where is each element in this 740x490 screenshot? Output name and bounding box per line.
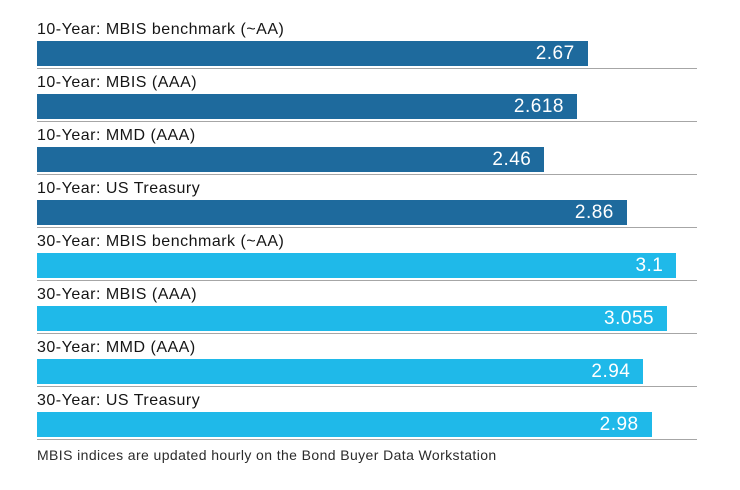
category-label: 30-Year: US Treasury (37, 392, 201, 409)
bar-value-label: 2.86 (574, 201, 614, 223)
category-label: 10-Year: MBIS (AAA) (37, 74, 198, 91)
chart-footnote: MBIS indices are updated hourly on the B… (37, 447, 497, 463)
row-separator (37, 68, 697, 69)
bar-track: 2.94 (37, 359, 697, 384)
category-label: 10-Year: US Treasury (37, 180, 201, 197)
bar-row: 10-Year: US Treasury 2.86 (37, 180, 697, 228)
bar-value-label: 2.98 (599, 413, 639, 435)
bar-value-label: 2.46 (492, 148, 532, 170)
row-separator (37, 386, 697, 387)
row-separator (37, 439, 697, 440)
bar: 3.055 (37, 306, 668, 331)
bar-track: 2.86 (37, 200, 697, 225)
bar-row: 30-Year: MMD (AAA) 2.94 (37, 339, 697, 387)
category-label: 30-Year: MBIS (AAA) (37, 286, 198, 303)
category-label: 30-Year: MMD (AAA) (37, 339, 196, 356)
bar-value-label: 2.618 (513, 95, 564, 117)
bar-track: 2.67 (37, 41, 697, 66)
bar-row: 10-Year: MMD (AAA) 2.46 (37, 127, 697, 175)
bar: 2.46 (37, 147, 545, 172)
row-separator (37, 333, 697, 334)
bar-track: 2.98 (37, 412, 697, 437)
category-label: 10-Year: MMD (AAA) (37, 127, 196, 144)
row-separator (37, 280, 697, 281)
bar-track: 2.618 (37, 94, 697, 119)
bar-value-label: 2.94 (591, 360, 631, 382)
category-label: 10-Year: MBIS benchmark (~AA) (37, 21, 285, 38)
row-separator (37, 227, 697, 228)
row-separator (37, 174, 697, 175)
bar: 2.67 (37, 41, 588, 66)
row-separator (37, 121, 697, 122)
bar-track: 2.46 (37, 147, 697, 172)
bar: 2.98 (37, 412, 652, 437)
bar-chart: 10-Year: MBIS benchmark (~AA) 2.67 10-Ye… (37, 21, 697, 445)
bar-track: 3.055 (37, 306, 697, 331)
bar-value-label: 3.1 (635, 254, 664, 276)
bar: 2.94 (37, 359, 644, 384)
bar-track: 3.1 (37, 253, 697, 278)
bar-row: 30-Year: MBIS benchmark (~AA) 3.1 (37, 233, 697, 281)
bar-value-label: 2.67 (535, 42, 575, 64)
bar-row: 30-Year: US Treasury 2.98 (37, 392, 697, 440)
bar-value-label: 3.055 (604, 307, 655, 329)
bar-row: 10-Year: MBIS benchmark (~AA) 2.67 (37, 21, 697, 69)
category-label: 30-Year: MBIS benchmark (~AA) (37, 233, 285, 250)
bar: 2.86 (37, 200, 627, 225)
bar-row: 10-Year: MBIS (AAA) 2.618 (37, 74, 697, 122)
bar: 3.1 (37, 253, 677, 278)
bar: 2.618 (37, 94, 577, 119)
bar-row: 30-Year: MBIS (AAA) 3.055 (37, 286, 697, 334)
